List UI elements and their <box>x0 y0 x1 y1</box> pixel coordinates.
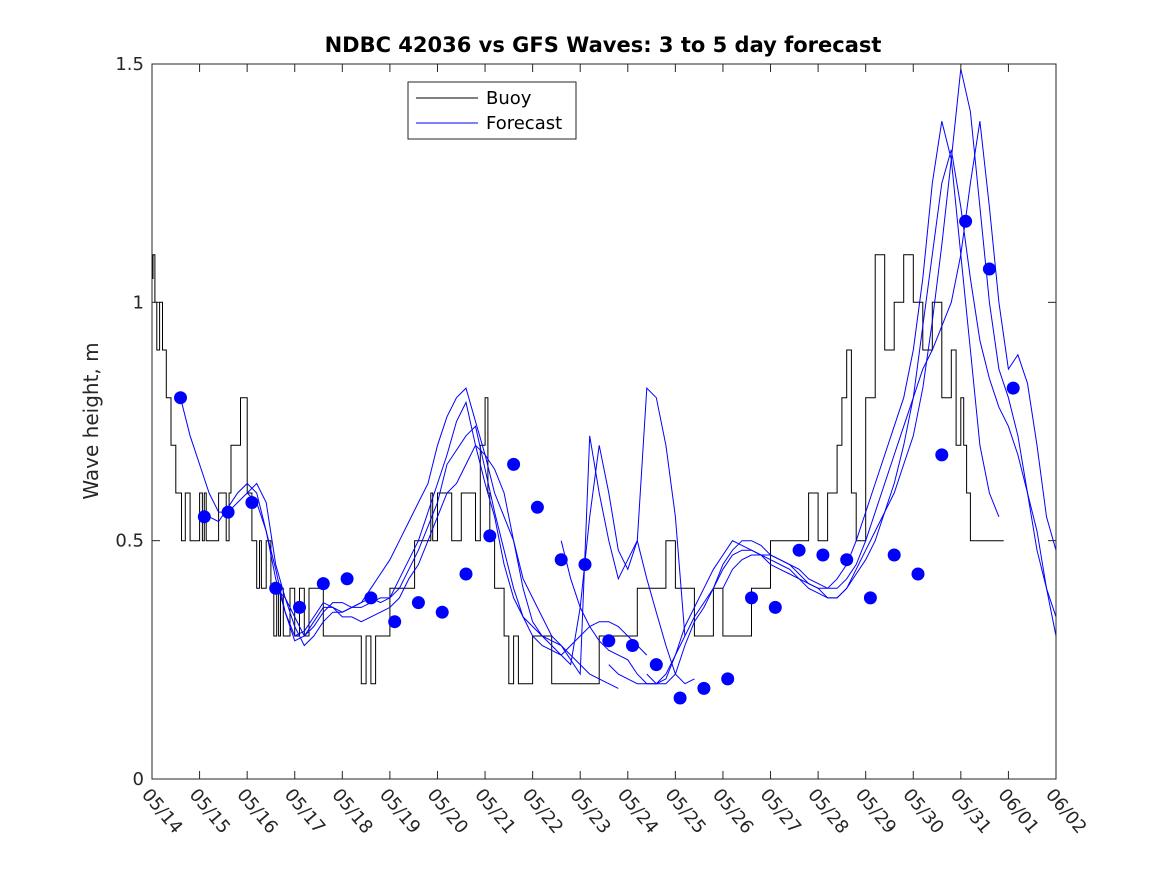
forecast-series-line-2 <box>208 425 648 656</box>
legend-forecast-label: Forecast <box>486 113 562 134</box>
forecast-marker <box>483 529 497 543</box>
forecast-marker <box>911 567 925 581</box>
x-tick-label: 05/23 <box>565 785 614 838</box>
legend: Buoy Forecast <box>407 81 577 140</box>
forecast-marker <box>816 548 830 562</box>
forecast-marker <box>435 605 449 619</box>
forecast-marker <box>293 600 306 614</box>
forecast-marker <box>388 615 402 629</box>
forecast-marker <box>982 262 996 276</box>
forecast-marker <box>697 681 711 695</box>
forecast-marker <box>554 553 568 567</box>
forecast-marker <box>863 591 877 605</box>
forecast-marker <box>411 596 425 610</box>
forecast-series-line-4 <box>275 387 695 685</box>
x-tick-label: 05/20 <box>423 785 472 838</box>
y-tick-label: 0 <box>133 769 144 790</box>
x-tick-label: 05/30 <box>898 785 947 838</box>
x-tick-label: 05/26 <box>708 785 757 838</box>
x-tick-label: 05/16 <box>232 785 281 838</box>
x-tick-label: 05/18 <box>327 785 376 838</box>
forecast-marker <box>792 543 806 557</box>
plot-frame <box>151 63 1057 780</box>
x-tick-label: 05/25 <box>661 785 710 838</box>
x-tick-label: 05/21 <box>470 785 519 838</box>
forecast-marker <box>959 214 973 228</box>
forecast-series-line-1 <box>180 397 619 689</box>
legend-buoy-label: Buoy <box>486 88 532 109</box>
x-tick-label: 05/27 <box>756 785 805 838</box>
forecast-marker <box>602 634 616 648</box>
forecast-marker <box>197 510 211 524</box>
x-tick-label: 05/28 <box>803 785 852 838</box>
forecast-series-line-7 <box>646 149 1057 685</box>
x-tick-label: 05/31 <box>946 785 995 838</box>
forecast-marker <box>459 567 473 581</box>
buoy-series-line <box>152 254 1004 685</box>
x-tick-label: 06/01 <box>994 785 1043 838</box>
forecast-marker <box>340 572 354 586</box>
forecast-marker <box>745 591 758 605</box>
forecast-marker <box>935 448 949 462</box>
forecast-marker <box>887 548 901 562</box>
forecast-marker <box>507 457 521 471</box>
forecast-marker <box>221 505 235 519</box>
x-tick-label: 06/02 <box>1041 785 1090 838</box>
forecast-marker <box>530 500 544 514</box>
forecast-marker <box>316 577 330 591</box>
plot-lines <box>152 68 1057 689</box>
forecast-marker <box>768 600 782 614</box>
forecast-marker <box>269 581 283 595</box>
forecast-marker <box>626 639 639 652</box>
plot-markers <box>174 214 1020 705</box>
legend-box <box>407 81 577 140</box>
forecast-marker <box>649 658 663 672</box>
forecast-series-line-5 <box>560 121 1000 685</box>
forecast-marker <box>578 558 592 571</box>
chart-title: NDBC 42036 vs GFS Waves: 3 to 5 day fore… <box>325 33 882 57</box>
x-tick-label: 05/29 <box>851 785 900 838</box>
forecast-marker <box>673 691 687 705</box>
x-tick-label: 05/24 <box>613 785 662 838</box>
y-tick-label: 1.5 <box>115 54 144 75</box>
forecast-marker <box>245 496 259 509</box>
y-tick-label: 1 <box>133 292 144 313</box>
forecast-series-line-8 <box>722 121 1057 589</box>
x-tick-label: 05/22 <box>518 785 567 838</box>
y-ticks: 0 0.5 1 1.5 <box>115 54 1056 790</box>
forecast-series-line-3 <box>246 386 686 666</box>
forecast-marker <box>1006 381 1020 395</box>
x-tick-label: 05/19 <box>375 785 424 838</box>
y-axis-label: Wave height, m <box>79 342 103 499</box>
x-tick-label: 05/15 <box>185 785 234 838</box>
forecast-marker <box>840 553 854 567</box>
x-tick-label: 05/14 <box>137 785 186 838</box>
x-tick-label: 05/17 <box>280 785 329 838</box>
y-tick-label: 0.5 <box>115 531 144 552</box>
x-ticks: 05/1405/1505/1605/1705/1805/1905/2005/21… <box>137 64 1091 838</box>
forecast-marker <box>364 591 378 605</box>
forecast-marker <box>721 672 735 686</box>
forecast-marker <box>174 391 187 405</box>
